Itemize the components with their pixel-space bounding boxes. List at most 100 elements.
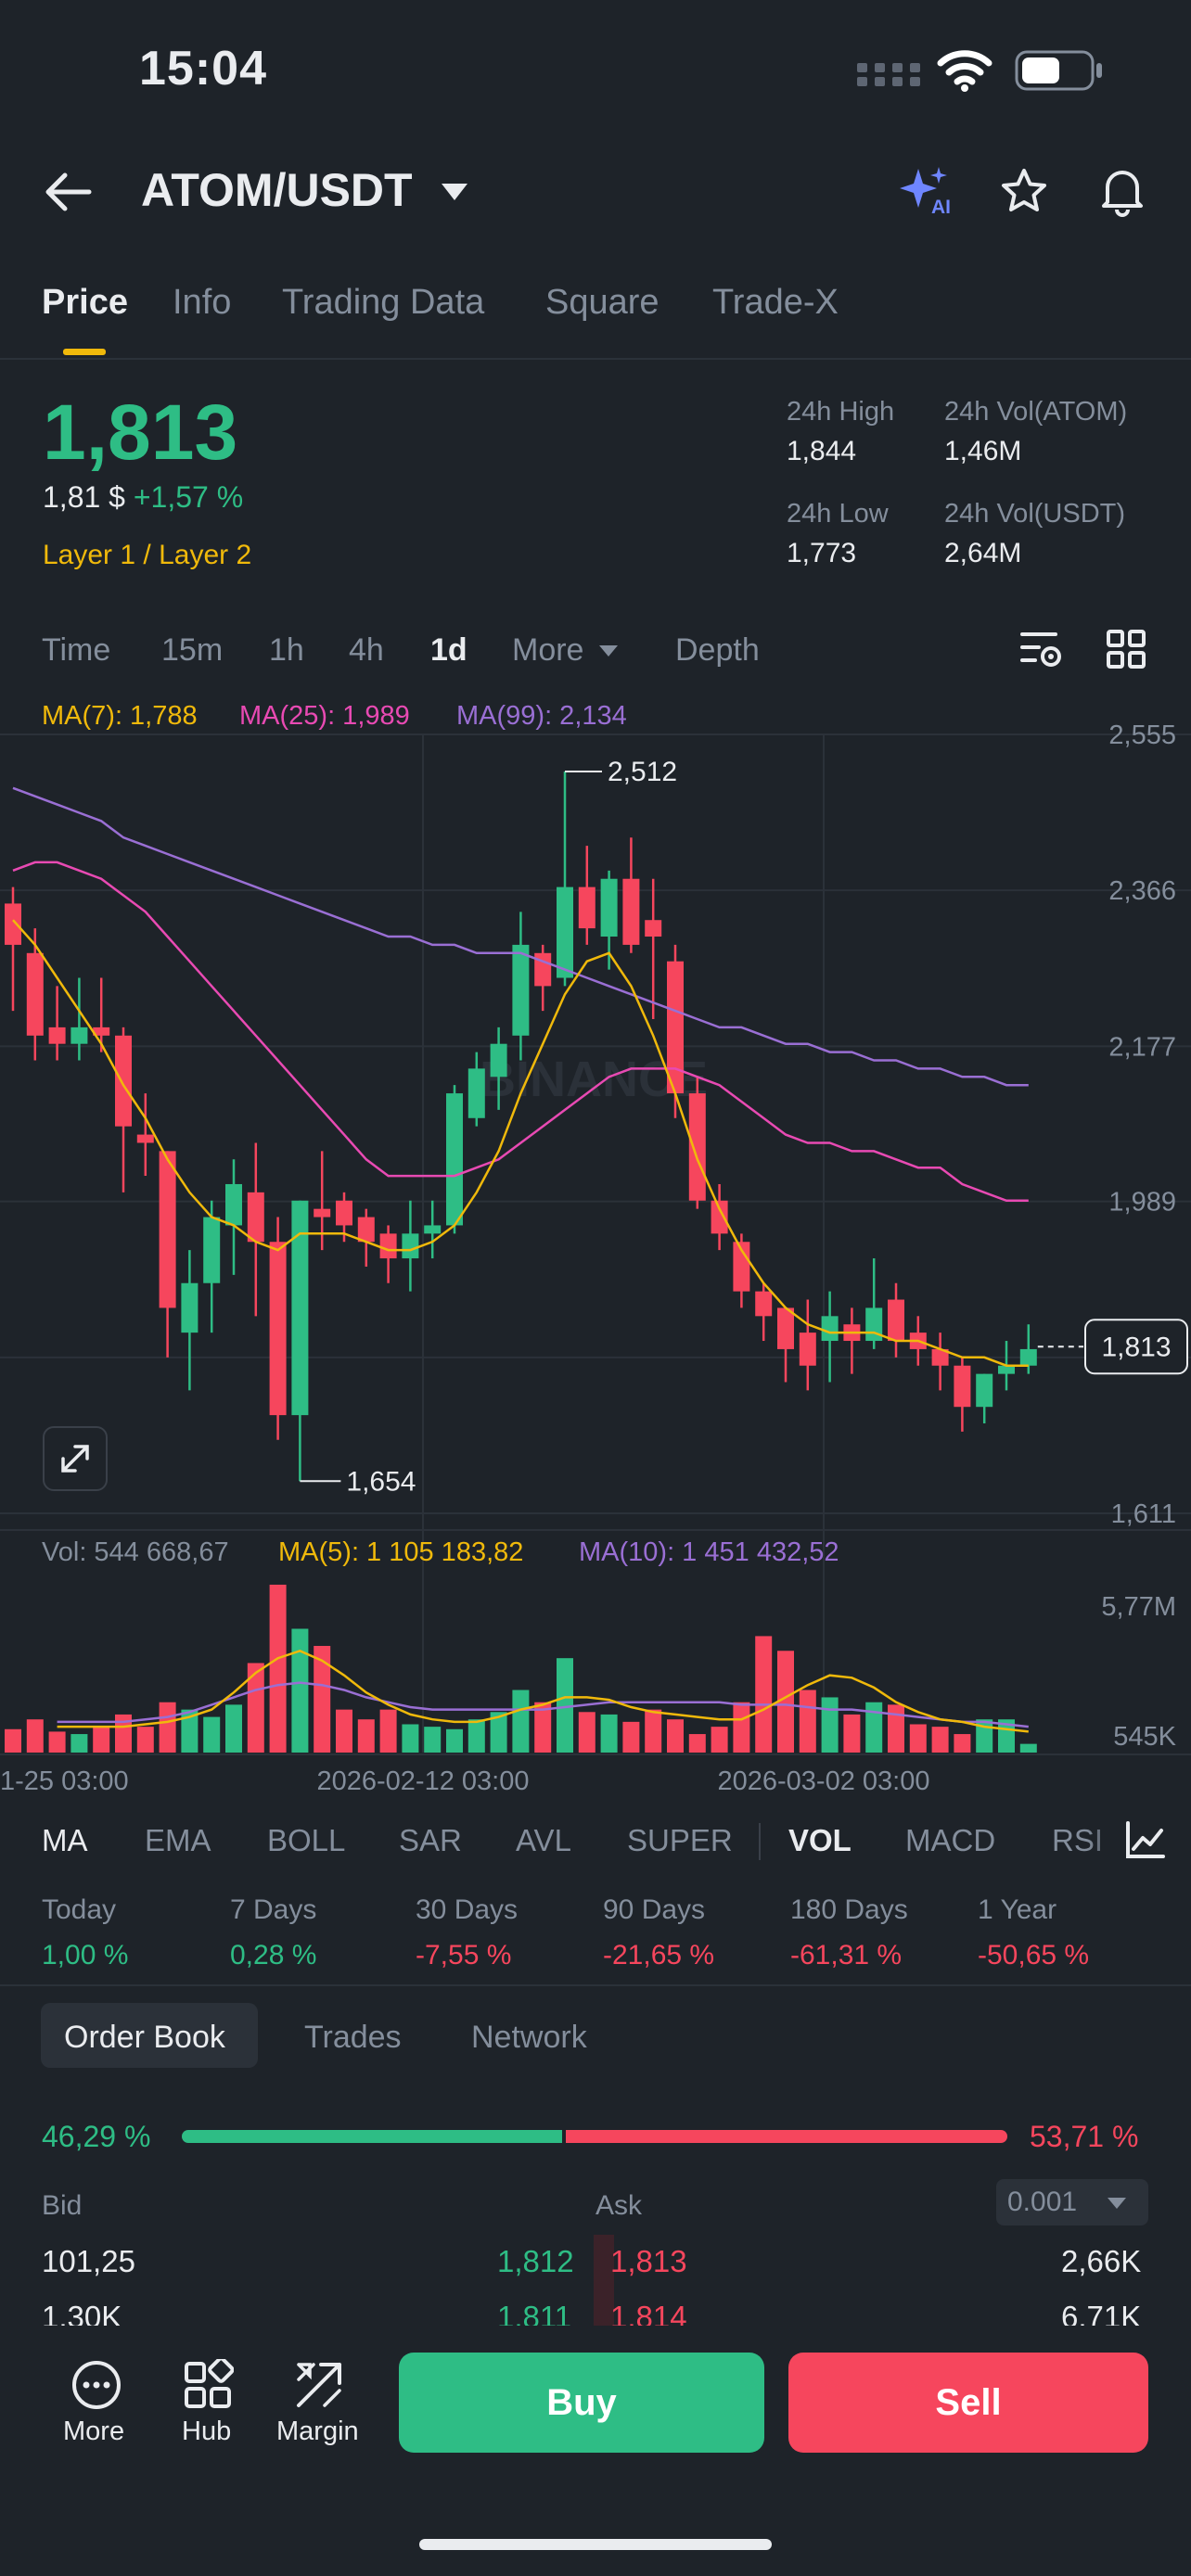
expand-chart-button[interactable] (43, 1426, 108, 1491)
tab-square[interactable]: Square (545, 283, 660, 322)
indicator-super[interactable]: SUPER (627, 1823, 733, 1857)
more-icon[interactable] (70, 2359, 122, 2411)
bid-price-row-1[interactable]: 1,812 (497, 2244, 574, 2278)
ask-price-row-1[interactable]: 1,813 (610, 2244, 687, 2278)
volume-bar-down (931, 1727, 949, 1753)
pair-dropdown-icon[interactable] (440, 182, 469, 202)
indicator-macd[interactable]: MACD (905, 1823, 996, 1857)
margin-label[interactable]: Margin (276, 2417, 359, 2446)
volume-bar-up (181, 1709, 198, 1753)
chart-settings-icon[interactable] (1018, 627, 1063, 671)
interval-depth[interactable]: Depth (675, 632, 760, 668)
candle-down (931, 1348, 949, 1366)
favorite-star-icon[interactable] (1000, 167, 1048, 215)
volume-bar-down (159, 1702, 176, 1753)
hub-icon[interactable] (182, 2359, 234, 2411)
volume-bar-down (622, 1721, 640, 1753)
sell-button[interactable]: Sell (788, 2353, 1148, 2453)
back-arrow-icon[interactable] (43, 171, 93, 213)
volume-bar-down (777, 1651, 794, 1753)
battery-icon (1015, 50, 1102, 91)
candle-down (247, 1192, 264, 1243)
candle-up (446, 1093, 463, 1226)
tab-trade-x[interactable]: Trade-X (712, 283, 839, 322)
candle-down (269, 1242, 287, 1416)
buy-button[interactable]: Buy (399, 2353, 764, 2453)
candle-down (48, 1027, 66, 1044)
candle-up (291, 1200, 309, 1416)
indicator-ema[interactable]: EMA (145, 1823, 211, 1857)
precision-selector[interactable]: 0.001 (996, 2179, 1148, 2225)
interval-15m[interactable]: 15m (161, 632, 224, 668)
candle-down (578, 886, 596, 929)
interval-1h[interactable]: 1h (269, 632, 304, 668)
tab-trades[interactable]: Trades (304, 2020, 402, 2055)
volume-bar-up (70, 1734, 88, 1753)
ma7-legend: MA(7): 1,788 (42, 701, 198, 731)
indicator-sar[interactable]: SAR (399, 1823, 462, 1857)
candle-down (777, 1307, 794, 1349)
hub-label[interactable]: Hub (182, 2417, 232, 2446)
tab-price[interactable]: Price (42, 283, 128, 322)
candle-up (998, 1365, 1015, 1374)
candle-up (976, 1373, 993, 1408)
candle-down (357, 1217, 375, 1243)
candle-up (424, 1225, 442, 1234)
candle-down (26, 952, 44, 1036)
volume-bar-up (490, 1712, 507, 1753)
pair-title[interactable]: ATOM/USDT (141, 164, 413, 216)
perf-7d-label: 7 Days (230, 1894, 317, 1925)
layout-grid-icon[interactable] (1106, 629, 1146, 670)
candle-down (755, 1291, 773, 1317)
tab-info[interactable]: Info (173, 283, 232, 322)
volume-bar-up (865, 1702, 883, 1753)
volume-bar-down (269, 1584, 287, 1753)
tab-trading-data[interactable]: Trading Data (282, 283, 485, 322)
price-alert-bell-icon[interactable] (1098, 165, 1146, 217)
indicator-avl[interactable]: AVL (516, 1823, 571, 1857)
precision-value: 0.001 (1007, 2187, 1078, 2217)
tab-order-book[interactable]: Order Book (64, 2020, 225, 2055)
candle-up (203, 1217, 221, 1283)
volume-bar-up (225, 1704, 242, 1753)
interval-4h[interactable]: 4h (349, 632, 384, 668)
volume-bar-up (467, 1719, 485, 1753)
category-tag[interactable]: Layer 1 / Layer 2 (43, 540, 252, 570)
indicator-settings-icon[interactable] (1124, 1819, 1167, 1860)
ma25-legend: MA(25): 1,989 (239, 701, 410, 731)
wifi-icon (937, 50, 992, 92)
price-chart[interactable]: BINANCE 2,5552,3662,1771,9891,6115,77M54… (0, 686, 1191, 1799)
time-axis-tick: 1-25 03:00 (0, 1766, 129, 1796)
interval-1d[interactable]: 1d (430, 632, 467, 668)
volume-bar-down (733, 1702, 750, 1753)
ask-depth-bar (594, 2235, 614, 2337)
more-intervals-chevron-icon[interactable] (597, 644, 620, 658)
low-24h-label: 24h Low (787, 499, 889, 529)
candle-down (688, 1093, 706, 1201)
volume-bar-up (402, 1724, 419, 1753)
more-label[interactable]: More (63, 2417, 125, 2446)
interval-more[interactable]: More (512, 632, 584, 668)
indicator-ma[interactable]: MA (42, 1823, 88, 1857)
volume-ma5-legend: MA(5): 1 105 183,82 (278, 1537, 524, 1567)
candle-down (799, 1333, 816, 1366)
volume-ma5-line (57, 1649, 1029, 1733)
candle-down (711, 1200, 728, 1234)
interval-time[interactable]: Time (42, 632, 111, 668)
indicator-boll[interactable]: BOLL (267, 1823, 346, 1857)
perf-90d-label: 90 Days (603, 1894, 706, 1925)
candle-up (1019, 1348, 1037, 1366)
volume-bar-down (115, 1714, 132, 1753)
volume-bar-up (557, 1658, 573, 1753)
candle-down (115, 1035, 132, 1127)
volume-bar-down (5, 1728, 21, 1753)
indicator-vol[interactable]: VOL (788, 1823, 852, 1857)
margin-icon[interactable] (293, 2359, 345, 2411)
ai-sparkle-icon[interactable]: AI (898, 165, 955, 217)
bid-ask-ratio-bar (182, 2130, 1007, 2143)
perf-7d-value: 0,28 % (230, 1940, 317, 1970)
candle-up (402, 1233, 419, 1259)
perf-180d-label: 180 Days (790, 1894, 908, 1925)
perf-180d-value: -61,31 % (790, 1940, 903, 1970)
tab-network[interactable]: Network (471, 2020, 587, 2055)
